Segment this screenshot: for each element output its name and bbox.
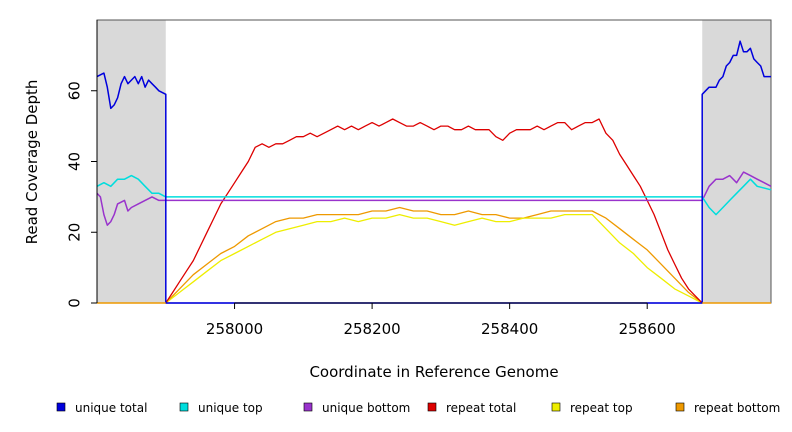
legend-item-unique-top: unique top [179,401,263,415]
legend-item-unique-bottom: unique bottom [303,401,410,415]
series-line-repeat-bottom [165,206,703,304]
legend-item-repeat-total: repeat total [427,401,516,415]
legend-label: unique top [198,401,263,415]
y-axis: 0 20 40 60 [66,20,98,308]
legend-swatch [675,402,685,412]
shaded-region-1 [97,20,166,303]
y-axis-label: Read Coverage Depth [23,80,41,245]
y-tick-label: 20 [66,223,84,242]
plot-frame [96,19,772,304]
shaded-region-2 [702,20,771,303]
x-tick-label: 258600 [619,320,676,338]
y-tick-label: 0 [66,298,84,308]
legend-label: unique total [75,401,147,415]
series-line-unique-total [96,40,771,304]
series-line-repeat-top [165,213,703,304]
x-axis: 258000 258200 258400 258600 [206,302,676,338]
legend-swatch [56,402,66,412]
x-axis-label: Coordinate in Reference Genome [309,363,558,381]
legend-swatch [551,402,561,412]
legend-label: repeat total [446,401,516,415]
x-tick-label: 258200 [343,320,400,338]
legend-item-repeat-top: repeat top [551,401,633,415]
series-line-unique-bottom [96,171,772,226]
legend: unique total unique top unique bottom repea… [56,401,780,415]
x-tick-label: 258000 [206,320,263,338]
x-tick-label: 258400 [481,320,538,338]
legend-label: repeat top [570,401,633,415]
legend-label: repeat bottom [694,401,780,415]
legend-item-unique-total: unique total [56,401,147,415]
series-line-unique-top [96,174,772,216]
series-lines [96,40,772,304]
legend-label: unique bottom [322,401,410,415]
series-line-repeat-total [165,118,703,304]
legend-swatch [179,402,189,412]
legend-swatch [427,402,437,412]
legend-item-repeat-bottom: repeat bottom [675,401,780,415]
y-tick-label: 40 [66,152,84,171]
y-tick-label: 60 [66,81,84,100]
legend-swatch [303,402,313,412]
shaded-regions [97,20,771,303]
